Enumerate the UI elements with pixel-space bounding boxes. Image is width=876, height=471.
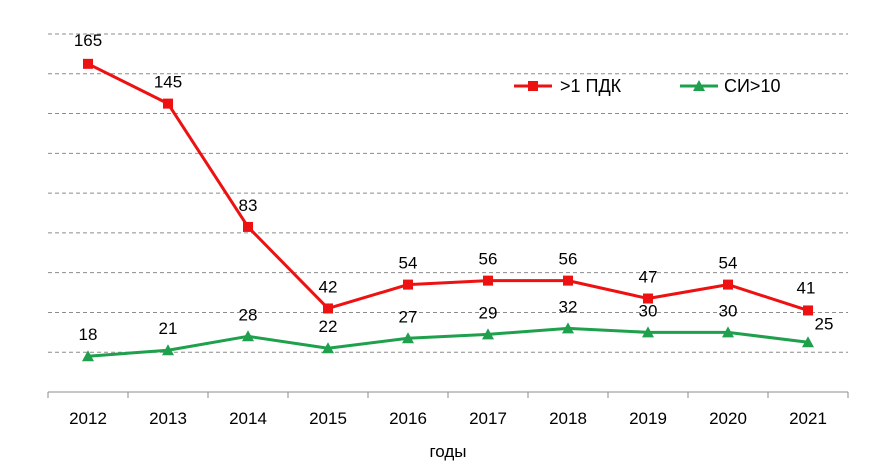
- data-label: 18: [79, 325, 98, 344]
- data-labels: 165 145 83 42 54 56 56 47 54 41 18 21 28 22 27 29 32 30 30…: [74, 31, 834, 344]
- data-point-marker: [403, 279, 413, 290]
- gridlines: [48, 33, 848, 353]
- data-label: 22: [319, 317, 338, 336]
- x-tick-label: 2017: [469, 409, 507, 428]
- data-label: 30: [719, 301, 738, 320]
- data-label: 165: [74, 31, 102, 50]
- data-label: 145: [154, 73, 182, 92]
- data-point-marker: [482, 328, 494, 340]
- data-label: 27: [399, 307, 418, 326]
- data-label: 21: [159, 319, 178, 338]
- data-label: 42: [319, 277, 338, 296]
- data-point-marker: [163, 98, 173, 109]
- x-tick-label: 2016: [389, 409, 427, 428]
- data-label: 56: [559, 250, 578, 269]
- x-tick-label: 2021: [789, 409, 827, 428]
- data-point-marker: [83, 58, 93, 69]
- data-point-marker: [722, 326, 734, 338]
- x-tick-label: 2014: [229, 409, 267, 428]
- data-label: 29: [479, 303, 498, 322]
- data-point-marker: [82, 350, 94, 362]
- data-point-marker: [323, 303, 333, 314]
- x-tick-label: 2012: [69, 409, 107, 428]
- data-point-marker: [803, 305, 813, 316]
- data-point-marker: [402, 332, 414, 344]
- x-tick-labels: 2012 2013 2014 2015 2016 2017 2018 2019 2020 2021: [69, 409, 827, 428]
- data-point-marker: [162, 344, 174, 356]
- x-axis-title: годы: [429, 442, 466, 461]
- data-point-marker: [483, 275, 493, 286]
- data-point-marker: [242, 330, 254, 342]
- series-line-1: [87, 62, 809, 312]
- legend-item-1: >1 ПДК: [514, 76, 622, 96]
- series-line-2: [87, 326, 809, 358]
- x-tick-label: 2013: [149, 409, 187, 428]
- legend: >1 ПДК СИ>10: [514, 76, 780, 96]
- x-tick-label: 2019: [629, 409, 667, 428]
- x-tick-label: 2020: [709, 409, 747, 428]
- data-label: 32: [559, 297, 578, 316]
- data-point-marker: [802, 336, 814, 348]
- legend-label-1: >1 ПДК: [560, 76, 622, 96]
- data-point-marker: [723, 279, 733, 290]
- data-label: 47: [639, 268, 658, 287]
- legend-marker-triangle: [693, 80, 705, 91]
- legend-label-2: СИ>10: [724, 76, 780, 96]
- x-tick-label: 2015: [309, 409, 347, 428]
- data-label: 41: [797, 278, 816, 297]
- data-label: 30: [639, 301, 658, 320]
- x-axis: [47, 391, 849, 398]
- data-label: 83: [239, 196, 258, 215]
- data-point-marker: [642, 326, 654, 338]
- data-label: 28: [239, 305, 258, 324]
- data-point-marker: [562, 322, 574, 334]
- x-tick-label: 2018: [549, 409, 587, 428]
- data-label: 54: [719, 254, 738, 273]
- data-point-marker: [563, 275, 573, 286]
- legend-item-2: СИ>10: [680, 76, 780, 96]
- series-lines: [82, 58, 814, 362]
- data-point-marker: [643, 293, 653, 304]
- data-point-marker: [243, 221, 253, 232]
- data-label: 25: [815, 314, 834, 333]
- data-point-marker: [322, 342, 334, 354]
- data-label: 56: [479, 250, 498, 269]
- legend-marker-square: [528, 81, 538, 91]
- data-label: 54: [399, 254, 418, 273]
